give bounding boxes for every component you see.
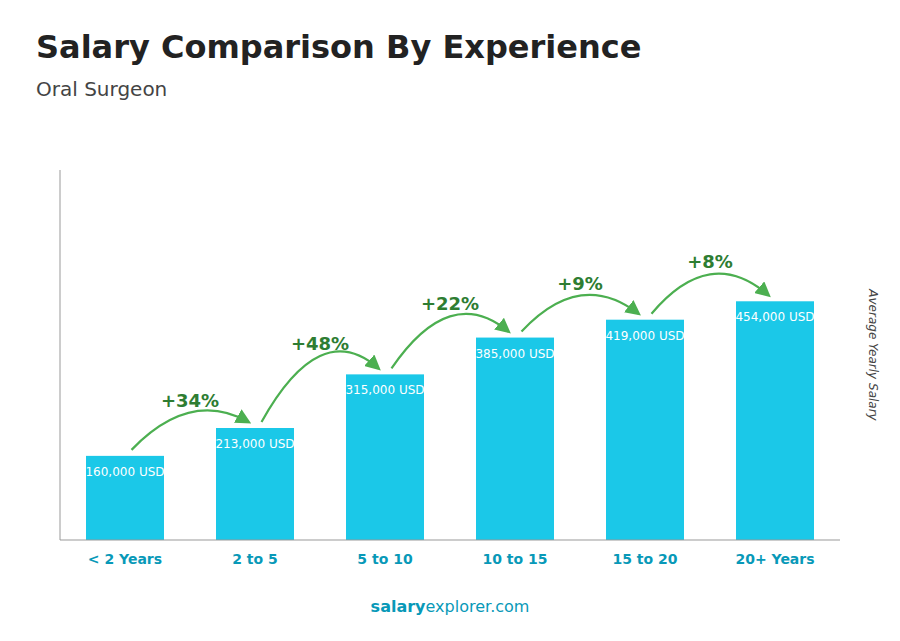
title: Salary Comparison By Experience — [36, 28, 641, 66]
data-label: 385,000 USD — [475, 347, 554, 361]
x-tick-label: < 2 Years — [88, 551, 162, 567]
data-label: 454,000 USD — [735, 310, 814, 324]
chart: Salary Comparison By Experience Oral Surg… — [0, 0, 900, 641]
bar — [86, 456, 164, 540]
change-arrow — [132, 410, 249, 449]
annotation: +9% — [557, 273, 603, 294]
x-tick-label: 5 to 10 — [357, 551, 413, 567]
subtitle: Oral Surgeon — [36, 77, 167, 101]
x-tick-label: 15 to 20 — [612, 551, 677, 567]
x-tick-label: 10 to 15 — [482, 551, 547, 567]
data-label: 160,000 USD — [85, 465, 164, 479]
annotation: +8% — [687, 251, 733, 272]
bar — [736, 301, 814, 540]
y-axis-label: Average Yearly Salary — [866, 288, 880, 421]
annotation: +22% — [421, 293, 479, 314]
change-arrow — [522, 295, 639, 332]
watermark: salaryexplorer.com — [371, 597, 530, 616]
change-arrow — [262, 351, 379, 422]
annotation: +34% — [161, 390, 219, 411]
bar — [476, 338, 554, 540]
watermark-part: salary — [371, 597, 426, 616]
data-label: 419,000 USD — [605, 329, 684, 343]
data-label: 213,000 USD — [215, 437, 294, 451]
data-label: 315,000 USD — [345, 383, 424, 397]
bar — [606, 320, 684, 540]
y-axis-line — [60, 170, 61, 540]
bar — [346, 374, 424, 540]
x-axis-line — [60, 540, 840, 541]
change-arrow — [392, 314, 509, 369]
x-tick-label: 2 to 5 — [232, 551, 278, 567]
annotation: +48% — [291, 333, 349, 354]
bars — [86, 301, 814, 540]
watermark-part: explorer.com — [426, 597, 530, 616]
change-arrow — [652, 274, 769, 314]
x-tick-label: 20+ Years — [735, 551, 814, 567]
bar — [216, 428, 294, 540]
